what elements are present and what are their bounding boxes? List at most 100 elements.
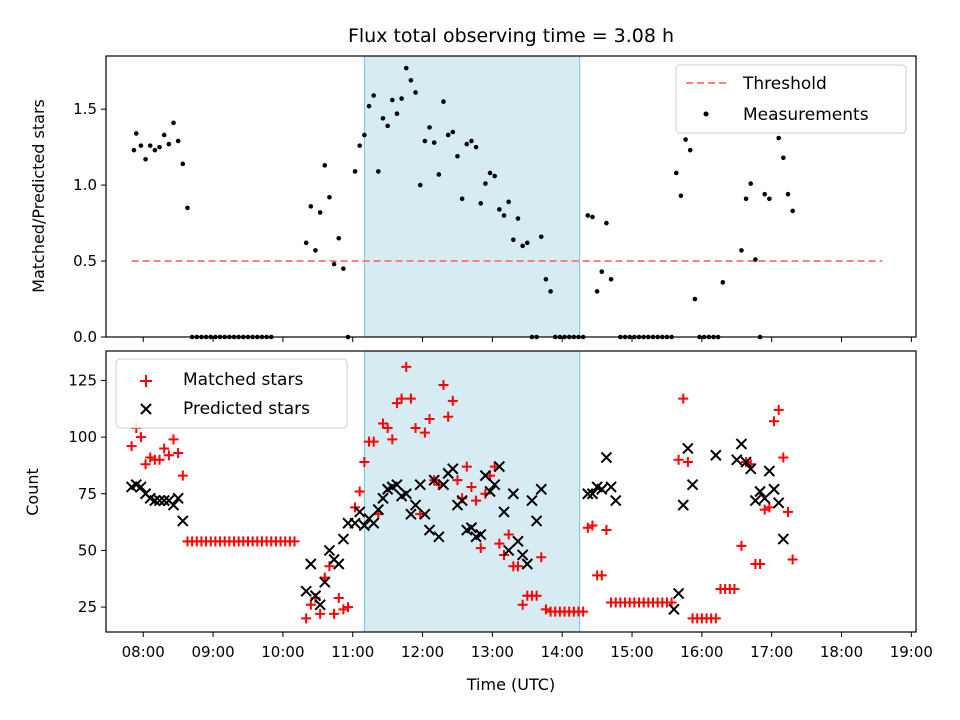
x-axis-label: Time (UTC) bbox=[466, 675, 555, 694]
matched-star-point bbox=[587, 520, 598, 531]
measurement-point bbox=[683, 137, 688, 142]
measurement-point bbox=[171, 120, 176, 126]
measurement-point bbox=[687, 147, 693, 153]
predicted-star-point bbox=[686, 478, 699, 491]
predicted-star-point bbox=[149, 494, 161, 507]
predicted-star-point bbox=[314, 599, 326, 611]
matched-star-point bbox=[682, 457, 693, 468]
measurement-point bbox=[492, 173, 498, 179]
x-tick-label: 18:00 bbox=[820, 643, 863, 661]
predicted-star-point bbox=[167, 499, 180, 511]
matched-star-point bbox=[536, 552, 547, 563]
top-panel: 0.0 0.5 1.0 1.5 Matched/Predicted stars Thr… bbox=[29, 55, 917, 346]
measurement-point bbox=[175, 138, 181, 144]
measurement-point bbox=[455, 153, 460, 159]
predicted-star-point bbox=[758, 492, 771, 505]
measurement-point bbox=[604, 220, 609, 226]
predicted-star-point bbox=[488, 478, 501, 491]
bottom-y-axis-label: Count bbox=[23, 468, 42, 516]
bottom-legend-box bbox=[115, 358, 348, 429]
predicted-star-point bbox=[153, 494, 166, 507]
measurement-point bbox=[594, 289, 600, 294]
x-tick-label: 15:00 bbox=[610, 643, 653, 661]
predicted-star-point bbox=[754, 485, 766, 498]
predicted-star-point bbox=[535, 483, 547, 495]
predicted-star-point bbox=[740, 456, 752, 468]
bottom-panel: 08:00 09:00 10:00 11:00 12:00 13:00 14:00 15:00… bbox=[23, 350, 933, 694]
matched-star-point bbox=[382, 423, 393, 434]
predicted-star-point bbox=[423, 524, 436, 536]
predicted-star-point bbox=[367, 517, 380, 529]
measurement-point bbox=[441, 99, 446, 104]
matched-star-point bbox=[736, 540, 747, 551]
predicted-star-point bbox=[498, 506, 510, 518]
predicted-star-point bbox=[414, 478, 426, 491]
predicted-star-point bbox=[447, 463, 459, 475]
predicted-star-point bbox=[605, 481, 617, 493]
measurement-point bbox=[520, 243, 525, 249]
measurement-point bbox=[399, 96, 404, 101]
measurement-point bbox=[767, 196, 772, 202]
matched-star-point bbox=[405, 393, 416, 404]
predicted-star-point bbox=[158, 494, 170, 507]
predicted-star-point bbox=[512, 535, 524, 548]
matched-star-point bbox=[601, 525, 612, 536]
measurement-point bbox=[385, 123, 390, 129]
measurement-point bbox=[417, 182, 423, 188]
predicted-star-point bbox=[437, 478, 450, 491]
measurement-point bbox=[790, 208, 795, 214]
matched-star-point bbox=[494, 538, 505, 549]
measurement-point bbox=[469, 138, 474, 144]
measurement-point bbox=[131, 147, 137, 153]
matched-star-point bbox=[438, 379, 449, 390]
matched-star-point bbox=[678, 393, 689, 404]
matched-star-point bbox=[301, 613, 312, 624]
predicted-star-point bbox=[586, 488, 599, 500]
measurement-point bbox=[133, 131, 139, 136]
predicted-star-point bbox=[668, 603, 680, 616]
predicted-star-point bbox=[526, 494, 538, 507]
predicted-star-point bbox=[309, 590, 322, 602]
measurement-point bbox=[147, 143, 153, 148]
measurement-point bbox=[362, 132, 367, 138]
x-tick-label: 14:00 bbox=[541, 643, 584, 661]
matched-star-point bbox=[471, 495, 482, 506]
measurement-point bbox=[431, 140, 437, 145]
predicted-star-point bbox=[405, 508, 417, 520]
matched-star-point bbox=[140, 459, 151, 470]
measurement-point bbox=[501, 213, 507, 218]
measurement-point bbox=[336, 235, 342, 241]
top-ticks: 0.0 0.5 1.0 1.5 bbox=[73, 100, 912, 346]
matched-star-point bbox=[315, 608, 326, 619]
measurement-point bbox=[762, 191, 768, 197]
predicted-star-point bbox=[377, 492, 389, 505]
matched-star-point bbox=[126, 441, 137, 452]
predicted-star-point bbox=[358, 519, 371, 532]
measurement-point bbox=[327, 194, 332, 200]
predicted-star-point bbox=[677, 499, 689, 511]
measurement-point bbox=[313, 248, 318, 253]
predicted-star-point bbox=[521, 558, 534, 570]
measurement-point bbox=[673, 170, 679, 176]
matched-star-point bbox=[333, 593, 344, 604]
matched-star-point bbox=[673, 454, 684, 465]
matched-star-point bbox=[517, 599, 528, 610]
predicted-star-point bbox=[349, 517, 361, 529]
measurement-point bbox=[389, 97, 395, 103]
measurement-point bbox=[408, 78, 414, 83]
matched-star-point bbox=[778, 452, 789, 463]
measurement-point bbox=[678, 193, 684, 199]
x-tick-label: 16:00 bbox=[680, 643, 723, 661]
measurement-point bbox=[413, 90, 418, 95]
top-axes-frame bbox=[105, 55, 917, 338]
matched-star-point bbox=[159, 443, 170, 454]
measurement-point bbox=[138, 143, 144, 148]
measurement-point bbox=[308, 204, 314, 209]
matched-star-point bbox=[396, 393, 407, 404]
matched-star-point bbox=[424, 413, 435, 424]
top-y-tick-label: 0.5 bbox=[73, 252, 97, 270]
measurement-point bbox=[739, 248, 744, 253]
predicted-star-point bbox=[419, 508, 431, 520]
matched-star-point bbox=[377, 418, 388, 429]
matched-star-point bbox=[401, 361, 412, 372]
